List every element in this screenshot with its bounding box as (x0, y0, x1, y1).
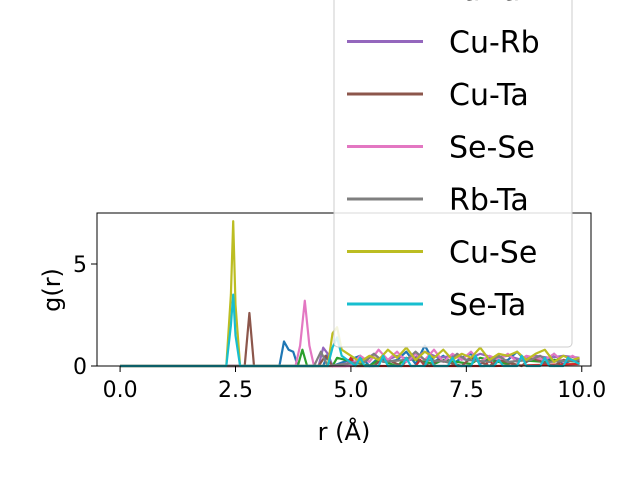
y-tick-label: 0 (73, 355, 87, 380)
series-line-8 (120, 293, 581, 368)
x-tick-label: 7.5 (449, 378, 484, 403)
legend-entry: Cu-Rb (449, 26, 540, 61)
legend-entry: Ta-Ta (448, 0, 521, 8)
legend-entry: Se-Se (449, 131, 535, 166)
x-tick-label: 5.0 (333, 378, 368, 403)
axes-layer: 0.0 2.5 5.0 7.5 10.0 0 5 (73, 212, 606, 403)
x-axis-label: r (Å) (318, 417, 371, 446)
y-tick-label: 5 (73, 253, 87, 278)
legend: Ta-Ta Cu-Rb Cu-Ta Se-Se Rb-Ta Cu-Se Se-Ta (333, 0, 573, 348)
legend-entry: Se-Ta (449, 288, 526, 323)
legend-entry: Cu-Se (449, 236, 537, 271)
y-axis-label: g(r) (38, 268, 66, 312)
x-tick-label: 0.0 (103, 378, 138, 403)
legend-box (333, 0, 573, 348)
legend-entry: Rb-Ta (449, 183, 529, 218)
legend-entry: Cu-Ta (449, 78, 529, 113)
x-tick-label: 2.5 (218, 378, 253, 403)
x-tick-label: 10.0 (557, 378, 606, 403)
